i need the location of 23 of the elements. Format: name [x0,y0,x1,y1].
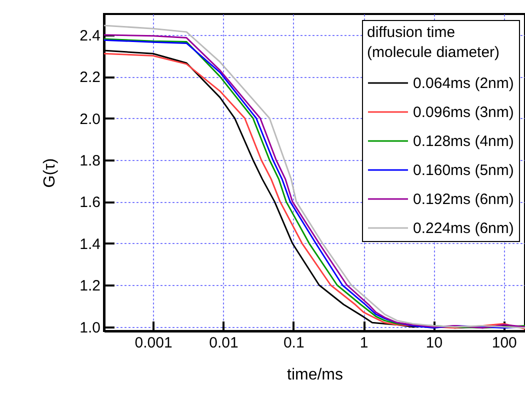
legend-label: 0.224ms (6nm) [413,220,514,237]
y-tick-label: 2.4 [80,27,100,44]
y-tick-label: 1.2 [80,278,100,295]
legend-label: 0.128ms (4nm) [413,133,514,150]
x-tick-label: 10 [426,334,443,352]
y-tick-label: 2.0 [80,110,100,128]
legend-label: 0.096ms (3nm) [413,104,514,121]
y-axis-title: G(τ) [42,158,59,188]
y-tick-label: 1.8 [80,152,100,170]
x-tick-label: 0.01 [209,334,238,352]
legend-label: 0.064ms (2nm) [413,75,514,92]
x-axis-title: time/ms [287,366,343,384]
y-tick-label: 1.6 [80,194,100,212]
y-tick-label: 2.2 [80,69,100,86]
x-tick-label: 100 [492,334,517,352]
x-tick-label: 0.1 [283,334,304,352]
legend-label: 0.192ms (6nm) [413,191,514,208]
legend-title: diffusion time (molecule diameter) [367,24,500,61]
x-tick-label: 1 [360,334,368,352]
x-tick-label: 0.001 [134,334,172,352]
y-tick-label: 1.0 [80,319,100,336]
y-tick-label: 1.4 [80,236,100,253]
legend-label: 0.160ms (5nm) [413,162,514,179]
